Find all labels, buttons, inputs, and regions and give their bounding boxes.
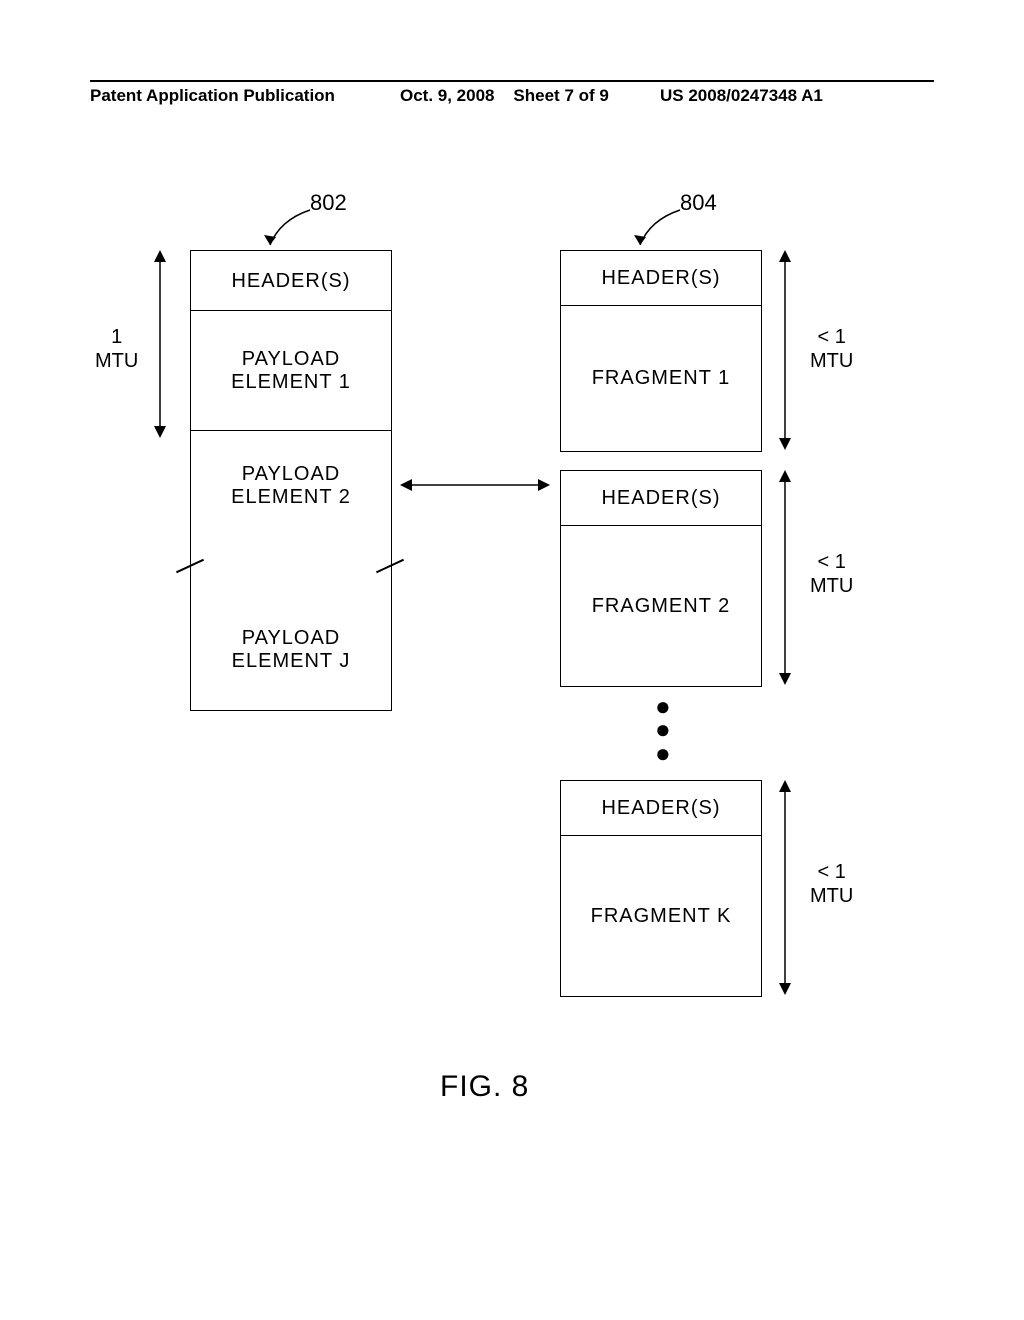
frag1-mtu-label: < 1 MTU <box>810 325 853 373</box>
fragK-body-box: FRAGMENT K <box>560 835 762 997</box>
fragK-headers-box: HEADER(S) <box>560 780 762 837</box>
between-arrow <box>400 475 550 495</box>
frag2-mtu-label: < 1 MTU <box>810 550 853 598</box>
frag1-headers-box: HEADER(S) <box>560 250 762 307</box>
figure-8-diagram: 802 804 HEADER(S) PAYLOAD ELEMENT 1 PAYL… <box>0 180 1024 1180</box>
frag1-body-box: FRAGMENT 1 <box>560 305 762 452</box>
ref-802-pointer <box>260 205 320 255</box>
sheet-text: Sheet 7 of 9 <box>513 86 608 105</box>
fragK-mtu-arrow <box>770 780 800 995</box>
publication-label: Patent Application Publication <box>90 86 335 106</box>
left-payload1-box: PAYLOAD ELEMENT 1 <box>190 310 392 432</box>
ref-804-pointer <box>630 205 690 255</box>
header-rule <box>90 80 934 82</box>
frag2-headers-box: HEADER(S) <box>560 470 762 527</box>
left-headers-box: HEADER(S) <box>190 250 392 312</box>
frag1-mtu-arrow <box>770 250 800 450</box>
date-text: Oct. 9, 2008 <box>400 86 495 105</box>
left-payloadJ-box: PAYLOAD ELEMENT J <box>190 590 392 711</box>
fragK-mtu-label: < 1 MTU <box>810 860 853 908</box>
figure-caption: FIG. 8 <box>440 1070 529 1104</box>
frag2-mtu-arrow <box>770 470 800 685</box>
frag2-body-box: FRAGMENT 2 <box>560 525 762 687</box>
left-gap <box>190 540 392 590</box>
left-mtu-arrow <box>145 250 175 440</box>
ellipsis-dots: ●●● <box>655 695 671 765</box>
left-payload2-box: PAYLOAD ELEMENT 2 <box>190 430 392 541</box>
docnum-label: US 2008/0247348 A1 <box>660 86 823 106</box>
left-mtu-label: 1 MTU <box>95 325 138 373</box>
date-sheet-label: Oct. 9, 2008 Sheet 7 of 9 <box>400 86 609 106</box>
